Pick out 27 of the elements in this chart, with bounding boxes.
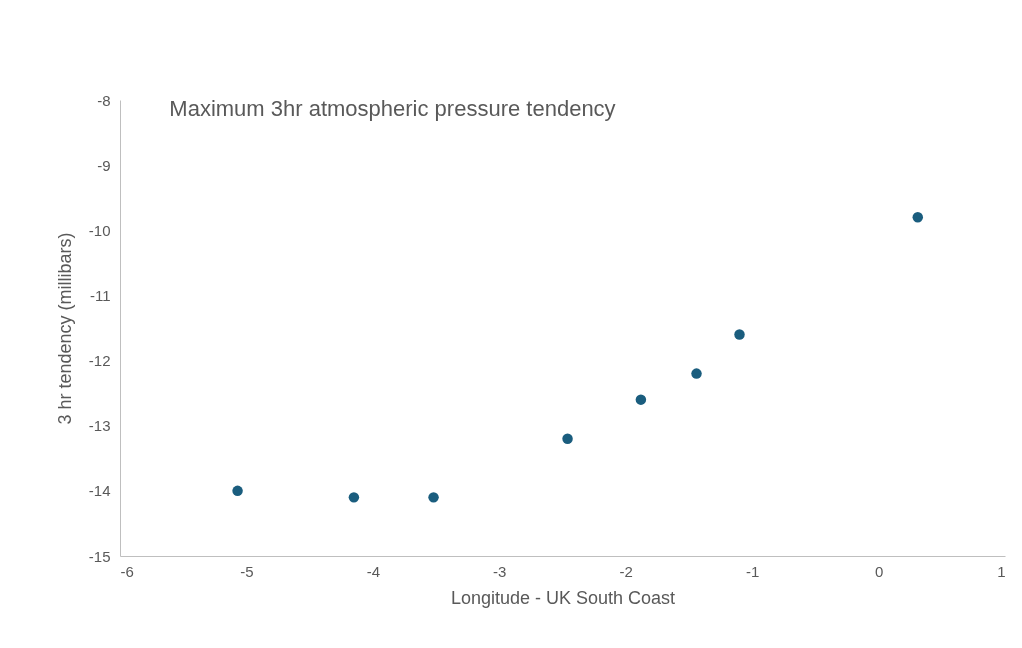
point [348,492,360,503]
y-tick-label: -8 [97,91,111,109]
y-tick-label: -12 [88,352,111,370]
x-tick-label: 1 [997,562,1006,580]
x-tick-label: -5 [240,562,254,580]
y-axis-title: 3 hr tendency (millibars) [54,232,75,425]
point [912,212,924,223]
x-tick-label: -1 [745,562,760,580]
y-tick-label: -15 [88,547,111,565]
x-tick-label: 0 [874,562,884,580]
point [428,492,439,503]
y-tick-label: -10 [88,221,111,239]
y-tick-label: -11 [89,286,111,304]
point [691,368,702,379]
point [635,394,647,405]
x-tick-label: -3 [493,562,507,580]
x-axis-title: Longitude - UK South Coast [450,587,676,608]
x-tick-label: -2 [619,562,633,580]
y-tick-label: -13 [88,417,111,435]
x-tick-label: -4 [366,562,381,580]
point [734,329,745,340]
point [232,485,243,497]
point [562,433,573,444]
x-tick-label: -6 [120,562,134,580]
y-tick-label: -9 [97,156,111,174]
chart-title: Maximum 3hr atmospheric pressure tendency [169,96,616,121]
y-tick-label: -14 [88,482,111,500]
